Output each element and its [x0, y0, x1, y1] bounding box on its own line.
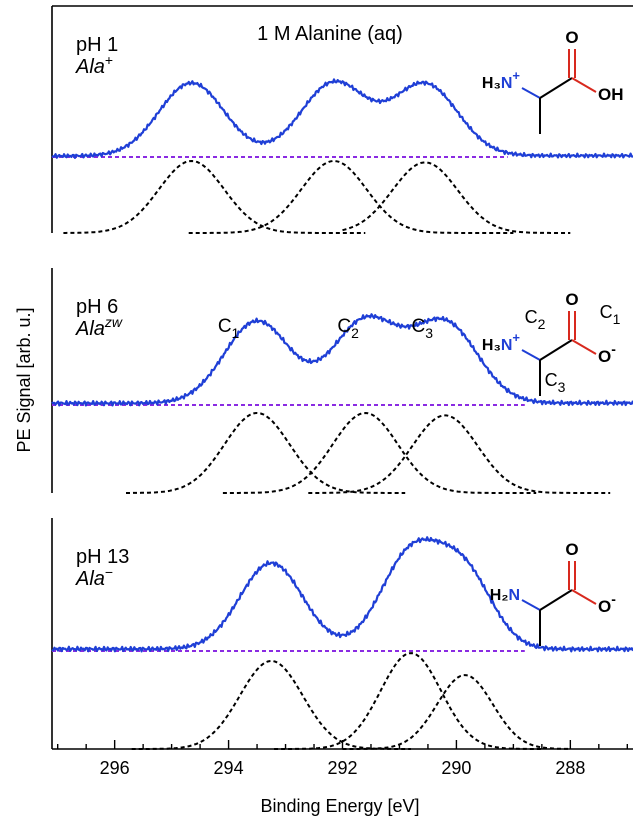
spectrum-line [51, 536, 633, 653]
spectrum-line [51, 313, 633, 407]
y-axis-label: PE Signal [arb. u.] [14, 307, 34, 452]
x-tick-label: 288 [555, 758, 585, 778]
bond-line [539, 339, 573, 361]
hydroxyl-oxygen-label: O- [598, 341, 616, 366]
molecule-structure: H₃N+ O OH [482, 28, 624, 134]
amino-group-label: H₃N+ [482, 68, 521, 92]
fit-component-3 [342, 161, 571, 234]
figure-title: 1 M Alanine (aq) [257, 23, 403, 45]
panel-ph-label: pH 1 [76, 34, 118, 56]
x-tick-label: 290 [441, 758, 471, 778]
x-axis: 296 294 292 290 288 [52, 740, 633, 778]
fit-component-1 [126, 411, 406, 494]
molecule-carbon-label-3: C3 [545, 370, 566, 395]
amino-group-label: H₂N [490, 587, 520, 604]
peak-label-c1: C1 [218, 316, 240, 341]
panel-ph-label: pH 13 [76, 546, 129, 568]
bond-line [539, 589, 573, 611]
x-axis-label: Binding Energy [eV] [260, 796, 419, 816]
carbonyl-oxygen-label: O [565, 28, 578, 47]
fit-component-1 [131, 659, 411, 750]
bond-line [571, 339, 597, 355]
fit-component-2 [222, 411, 537, 494]
bond-line [539, 77, 573, 99]
hydroxyl-oxygen-label: O- [598, 591, 616, 616]
fit-component-3 [308, 414, 611, 494]
peak-label-c2: C2 [337, 316, 359, 341]
bond-line [521, 599, 541, 611]
bond-line [521, 349, 541, 361]
x-tick-label: 296 [100, 758, 130, 778]
molecule-carbon-label-1: C1 [600, 302, 621, 327]
fit-component-2 [274, 652, 542, 750]
peak-label-c3: C3 [411, 316, 433, 341]
fit-component-2 [188, 160, 514, 234]
fit-component-1 [63, 159, 366, 234]
panel-frame [51, 5, 633, 233]
bond-line [571, 77, 597, 93]
panel-ph-label: pH 6 [76, 296, 118, 318]
molecule-structure: H₃N+ O O- C1 C2 C3 [482, 290, 621, 396]
x-tick-label: 294 [214, 758, 244, 778]
x-tick-label: 292 [327, 758, 357, 778]
bond-line [521, 87, 541, 99]
bond-line [571, 589, 597, 605]
molecule-structure: H₂N O O- [490, 540, 616, 646]
carbonyl-oxygen-label: O [565, 540, 578, 559]
carbonyl-oxygen-label: O [565, 290, 578, 309]
fit-component-3 [342, 674, 571, 750]
spectrum-line [51, 78, 633, 159]
hydroxyl-oxygen-label: OH [598, 85, 624, 104]
species-label: Alazw [75, 314, 123, 340]
molecule-carbon-label-2: C2 [525, 307, 546, 332]
species-label: Ala− [75, 564, 113, 590]
species-label: Ala+ [75, 52, 113, 78]
amino-group-label: H₃N+ [482, 330, 521, 354]
